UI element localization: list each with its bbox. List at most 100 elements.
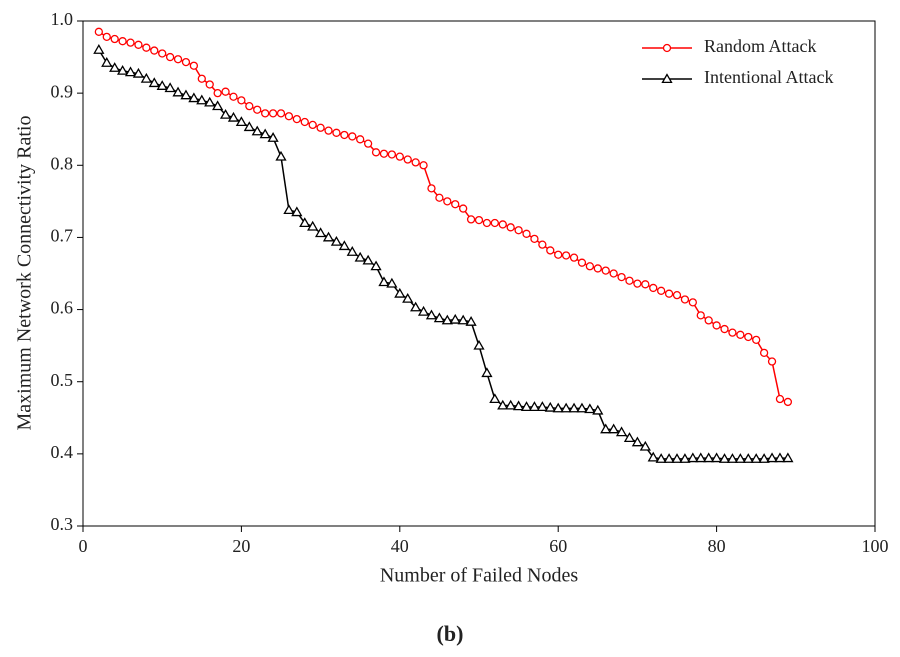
data-point [425,309,438,320]
data-point [451,200,460,209]
data-point [172,86,184,97]
data-point [173,55,183,64]
data-point [196,94,208,105]
data-point [322,231,335,242]
data-point [639,440,651,451]
data-point [623,432,636,443]
data-point [474,215,484,225]
legend-marker [662,43,672,53]
data-point [679,453,691,463]
data-point [419,161,428,170]
data-point [109,62,121,72]
data-point [482,218,492,228]
data-point [275,150,287,161]
data-point [148,77,160,88]
data-point [158,49,167,58]
data-point [766,452,778,463]
data-point [457,314,469,325]
data-point [633,279,642,288]
data-point [356,135,365,144]
data-point [314,227,327,238]
data-point [758,453,770,463]
data-point [617,272,626,282]
data-point [93,44,105,54]
data-point [498,220,507,229]
data-point [164,82,176,93]
data-point [292,114,301,124]
data-point [379,149,389,158]
data-point [251,125,263,136]
data-point [227,111,240,122]
data-point [443,197,452,206]
data-point [180,89,192,100]
data-point [411,158,420,167]
data-point [229,92,238,101]
data-point [387,150,397,159]
data-point [243,121,255,132]
legend-marker [661,73,673,84]
y-tick-label: 0.3 [51,514,74,534]
data-point [427,184,436,193]
data-point [338,240,350,251]
data-point [253,105,262,114]
data-point [261,109,270,118]
data-point [585,262,595,271]
series-line [98,49,788,460]
data-point [283,204,295,215]
x-tick-label: 40 [391,536,409,556]
data-point [94,27,103,36]
data-point [142,43,151,52]
data-point [593,264,602,273]
data-point [744,332,753,342]
data-point [592,404,604,415]
x-axis-label: Number of Failed Nodes [380,565,579,587]
data-point [441,314,453,325]
x-tick-label: 60 [549,536,567,556]
data-point [267,132,279,142]
data-point [544,401,556,412]
data-point [324,126,333,135]
data-point [188,92,200,103]
data-point [354,251,366,262]
x-tick-label: 100 [862,536,889,556]
data-point [371,148,381,157]
data-point [132,67,145,78]
data-point [101,57,113,67]
data-point [330,235,343,246]
data-point [346,246,358,256]
data-point [417,305,430,316]
data-point [221,87,230,96]
y-tick-label: 0.9 [51,81,74,101]
data-point [631,436,644,447]
data-point [362,254,374,265]
data-point [300,117,309,127]
data-point [197,74,206,83]
data-point [520,401,533,411]
data-point [435,193,444,202]
data-point [584,403,596,414]
data-point [734,453,746,463]
x-tick-label: 0 [79,536,88,556]
data-point [150,46,159,55]
x-tick-label: 20 [232,536,250,556]
data-point [530,234,539,244]
data-point [316,123,325,132]
data-point [348,132,357,141]
plot-frame [82,20,876,527]
y-tick-label: 0.4 [51,442,74,462]
data-point [704,316,713,325]
data-point [189,61,199,70]
data-point [212,100,224,111]
data-point [466,215,476,224]
data-point [576,402,588,413]
data-point [680,295,690,304]
data-point [307,220,319,231]
data-point [726,453,739,463]
data-point [720,324,729,334]
data-point [736,330,745,339]
data-point [552,402,564,413]
data-point [514,226,523,235]
data-point [767,357,777,366]
data-point [759,348,769,358]
